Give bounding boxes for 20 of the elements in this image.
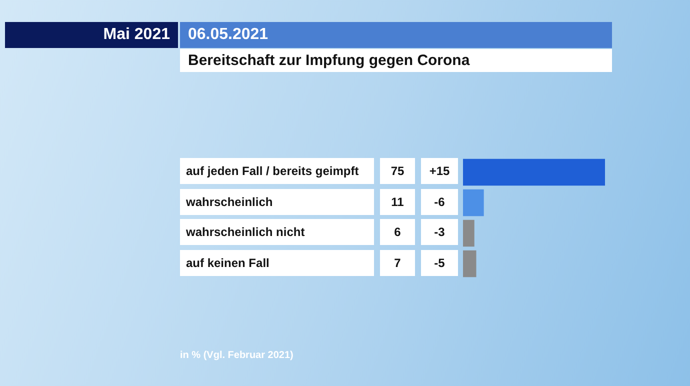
bar <box>463 158 605 186</box>
data-label: 11 <box>380 188 415 214</box>
y-tick-label: wahrscheinlich <box>180 188 374 214</box>
text: in % (Vgl. Februar 2021) <box>180 350 294 361</box>
y-tick-label: wahrscheinlich nicht <box>180 219 374 245</box>
text: Mai 2021 <box>5 22 178 48</box>
text: Bereitschaft zur Impfung gegen Corona <box>180 49 612 72</box>
y-tick-label: auf jeden Fall / bereits geimpft <box>180 158 374 184</box>
data-label: 75 <box>380 158 415 184</box>
data-label: 6 <box>380 219 415 245</box>
bar <box>463 189 484 216</box>
text: -6 <box>421 188 458 214</box>
text: -5 <box>421 250 458 276</box>
bar <box>463 250 476 278</box>
y-tick-label: auf keinen Fall <box>180 250 374 276</box>
text: 06.05.2021 <box>180 22 612 48</box>
data-label: 7 <box>380 250 415 276</box>
text: -3 <box>421 219 458 245</box>
text: +15 <box>421 158 458 184</box>
bar <box>463 220 474 247</box>
